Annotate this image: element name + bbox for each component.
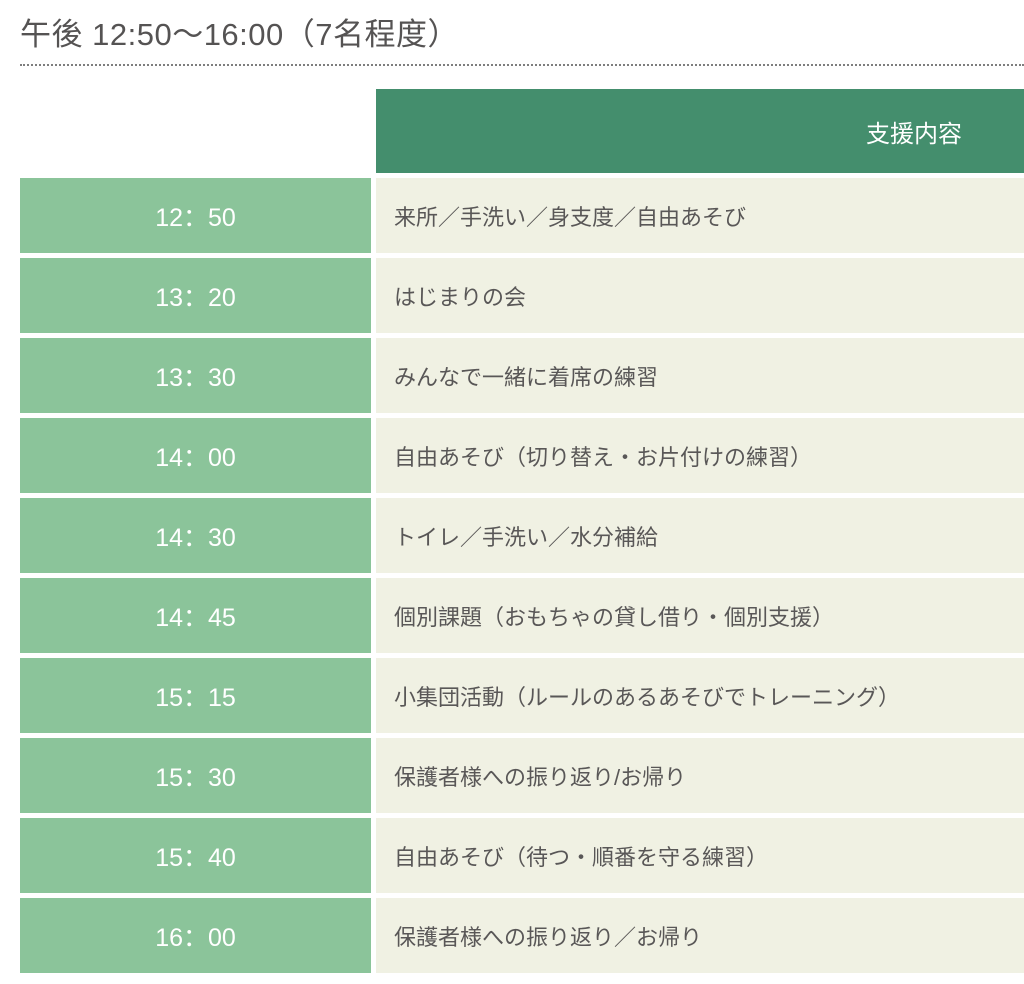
table-row: 14：00 自由あそび（切り替え・お片付けの練習） xyxy=(20,418,1024,494)
table-body: 12：50 来所／手洗い／身支度／自由あそび 13：20 はじまりの会 13：3… xyxy=(20,178,1024,974)
page-title: 午後 12:50〜16:00（7名程度） xyxy=(20,17,460,52)
time-cell: 14：00 xyxy=(20,418,371,494)
time-cell: 16：00 xyxy=(20,898,371,974)
table-row: 12：50 来所／手洗い／身支度／自由あそび xyxy=(20,178,1024,254)
title-block: 午後 12:50〜16:00（7名程度） xyxy=(20,0,1024,67)
support-content-cell: 来所／手洗い／身支度／自由あそび xyxy=(376,178,1024,254)
support-content-cell: 保護者様への振り返り/お帰り xyxy=(376,738,1024,814)
table-row: 15：30 保護者様への振り返り/お帰り xyxy=(20,738,1024,814)
table-row: 16：00 保護者様への振り返り／お帰り xyxy=(20,898,1024,974)
table-row: 15：15 小集団活動（ルールのあるあそびでトレーニング） xyxy=(20,658,1024,734)
table-row: 15：40 自由あそび（待つ・順番を守る練習） xyxy=(20,818,1024,894)
time-column-spacer xyxy=(20,89,371,173)
table-row: 14：30 トイレ／手洗い／水分補給 xyxy=(20,498,1024,574)
support-content-cell: 自由あそび（待つ・順番を守る練習） xyxy=(376,818,1024,894)
time-cell: 14：30 xyxy=(20,498,371,574)
table-row: 13：30 みんなで一緒に着席の練習 xyxy=(20,338,1024,414)
time-cell: 13：20 xyxy=(20,258,371,334)
table-header-row: 支援内容 xyxy=(20,89,1024,174)
time-cell: 13：30 xyxy=(20,338,371,414)
support-content-cell: 小集団活動（ルールのあるあそびでトレーニング） xyxy=(376,658,1024,734)
support-content-cell: みんなで一緒に着席の練習 xyxy=(376,338,1024,414)
time-cell: 15：40 xyxy=(20,818,371,894)
support-content-cell: 自由あそび（切り替え・お片付けの練習） xyxy=(376,418,1024,494)
schedule-table: 支援内容 12：50 来所／手洗い／身支度／自由あそび 13：20 はじまりの会… xyxy=(20,89,1024,974)
support-content-cell: はじまりの会 xyxy=(376,258,1024,334)
time-cell: 14：45 xyxy=(20,578,371,654)
table-row: 13：20 はじまりの会 xyxy=(20,258,1024,334)
support-content-cell: 保護者様への振り返り／お帰り xyxy=(376,898,1024,974)
support-content-cell: 個別課題（おもちゃの貸し借り・個別支援） xyxy=(376,578,1024,654)
table-row: 14：45 個別課題（おもちゃの貸し借り・個別支援） xyxy=(20,578,1024,654)
support-content-column-header: 支援内容 xyxy=(376,89,1024,174)
time-cell: 15：30 xyxy=(20,738,371,814)
support-content-cell: トイレ／手洗い／水分補給 xyxy=(376,498,1024,574)
time-cell: 12：50 xyxy=(20,178,371,254)
time-cell: 15：15 xyxy=(20,658,371,734)
